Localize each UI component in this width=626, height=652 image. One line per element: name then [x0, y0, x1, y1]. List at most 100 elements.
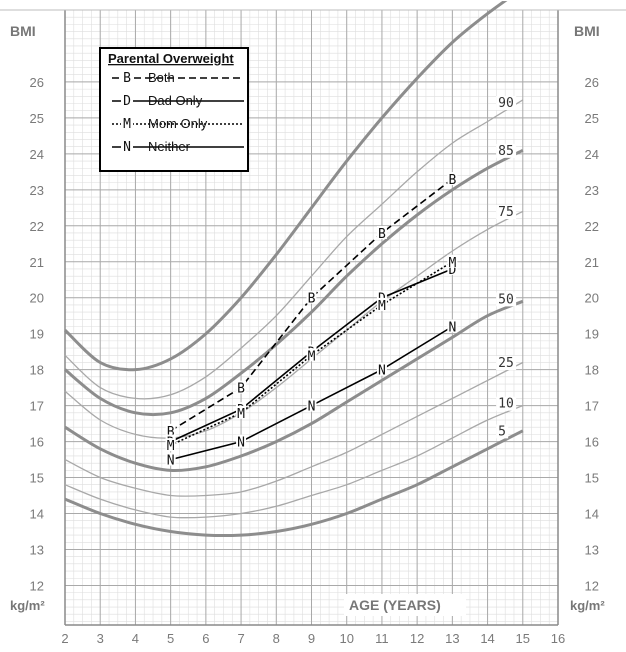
data-point-M: M	[237, 407, 245, 422]
x-tick-label: 15	[516, 631, 530, 646]
point-bg	[376, 290, 387, 304]
unit-label-right: kg/m²	[570, 598, 605, 613]
percentile-label-bg	[496, 356, 517, 371]
percentile-curve-85	[64, 148, 524, 417]
percentile-label-bg	[496, 292, 517, 307]
point-bg	[376, 225, 387, 239]
x-tick-label: 4	[132, 631, 139, 646]
y-tick-label-right: 21	[585, 255, 599, 270]
percentile-curves: 95 90 85 75 50 25 10 5	[63, 0, 524, 538]
percentile-curve-25	[64, 361, 524, 497]
legend-symbol-B: B	[123, 71, 131, 86]
point-bg	[447, 254, 458, 268]
point-bg	[306, 290, 317, 304]
y-tick-label-left: 19	[30, 327, 44, 342]
unit-label-left: kg/m²	[10, 598, 45, 613]
legend-symbol-bg	[121, 69, 133, 83]
point-bg	[447, 319, 458, 333]
y-tick-label-right: 23	[585, 183, 599, 198]
data-point-B: B	[167, 425, 175, 440]
point-bg	[236, 434, 247, 448]
percentile-curve-5	[64, 429, 524, 538]
x-tick-label: 16	[551, 631, 565, 646]
y-tick-label-left: 26	[30, 75, 44, 90]
point-bg	[165, 423, 176, 437]
legend-symbol-N: N	[123, 140, 131, 155]
axis-headers: BMI BMI kg/m² kg/m² AGE (YEARS)	[6, 20, 622, 616]
point-bg	[306, 398, 317, 412]
x-tick-label: 8	[273, 631, 280, 646]
percentile-label-85: 85	[498, 144, 514, 159]
percentile-label-bg	[496, 143, 517, 158]
y-tick-label-right: 26	[585, 75, 599, 90]
data-point-N: N	[448, 320, 456, 335]
x-tick-label: 9	[308, 631, 315, 646]
data-point-N: N	[167, 454, 175, 469]
percentile-curve-75	[64, 210, 524, 439]
y-axis-title-right: BMI	[574, 23, 600, 39]
data-point-M: M	[167, 439, 175, 454]
percentile-curve-95	[63, 0, 509, 372]
percentile-label-bg	[496, 396, 517, 411]
y-tick-label-right: 16	[585, 435, 599, 450]
y-tick-label-left: 12	[30, 578, 44, 593]
data-point-N: N	[237, 436, 245, 451]
point-bg	[236, 380, 247, 394]
legend-label-B: Both	[148, 70, 175, 85]
point-bg	[376, 297, 387, 311]
point-bg	[376, 362, 387, 376]
legend-title: Parental Overweight	[108, 51, 234, 66]
y-tick-label-left: 24	[30, 147, 44, 162]
percentile-label-bg	[496, 0, 517, 2]
percentile-curve-90	[64, 99, 524, 400]
data-point-B: B	[448, 173, 456, 188]
x-tick-label: 3	[97, 631, 104, 646]
point-bg	[306, 348, 317, 362]
x-tick-label: 5	[167, 631, 174, 646]
point-bg	[165, 438, 176, 452]
percentile-label-bg	[496, 96, 517, 111]
percentile-label-95: 95	[498, 0, 514, 2]
y-tick-label-right: 13	[585, 542, 599, 557]
point-bg	[447, 172, 458, 186]
y-tick-label-right: 12	[585, 578, 599, 593]
legend-symbol-bg	[121, 138, 133, 152]
percentile-label-25: 25	[498, 356, 514, 371]
y-axis-title-left: BMI	[10, 23, 36, 39]
y-tick-label-left: 16	[30, 435, 44, 450]
x-tick-label: 10	[339, 631, 353, 646]
data-point-M: M	[378, 299, 386, 314]
data-point-N: N	[308, 400, 316, 415]
percentile-label-5: 5	[498, 424, 506, 439]
percentile-label-bg	[496, 204, 517, 219]
data-point-M: M	[448, 256, 456, 271]
y-axis-right: 12 13 14 15 16 17 18 19 20 21 22 23 24 25 26	[585, 75, 599, 594]
x-axis: 2 3 4 5 6 7 8 9 10 11 12 13 14 15 16	[61, 631, 565, 646]
legend-symbol-D: D	[123, 94, 131, 109]
x-tick-label: 7	[237, 631, 244, 646]
percentile-label-bg	[496, 424, 509, 439]
x-tick-label: 14	[480, 631, 494, 646]
x-tick-label: 2	[61, 631, 68, 646]
x-tick-label: 13	[445, 631, 459, 646]
y-axis-left: 12 13 14 15 16 17 18 19 20 21 22 23 24 25 26	[30, 75, 44, 594]
percentile-label-50: 50	[498, 292, 514, 307]
legend-symbol-bg	[121, 92, 133, 106]
y-tick-label-right: 15	[585, 471, 599, 486]
x-tick-label: 6	[202, 631, 209, 646]
legend: Parental Overweight B Both D Dad Only M Mom O…	[99, 47, 249, 172]
y-tick-label-left: 25	[30, 111, 44, 126]
data-point-D: D	[448, 263, 456, 278]
y-tick-label-left: 17	[30, 399, 44, 414]
y-tick-label-right: 18	[585, 363, 599, 378]
data-point-M: M	[308, 349, 316, 364]
x-axis-title: AGE (YEARS)	[349, 597, 441, 613]
y-tick-label-left: 23	[30, 183, 44, 198]
legend-symbol-M: M	[123, 117, 131, 132]
y-tick-label-right: 19	[585, 327, 599, 342]
legend-label-M: Mom Only	[148, 116, 208, 131]
percentile-label-10: 10	[498, 397, 514, 412]
y-tick-label-right: 22	[585, 219, 599, 234]
legend-label-N: Neither	[148, 139, 191, 154]
